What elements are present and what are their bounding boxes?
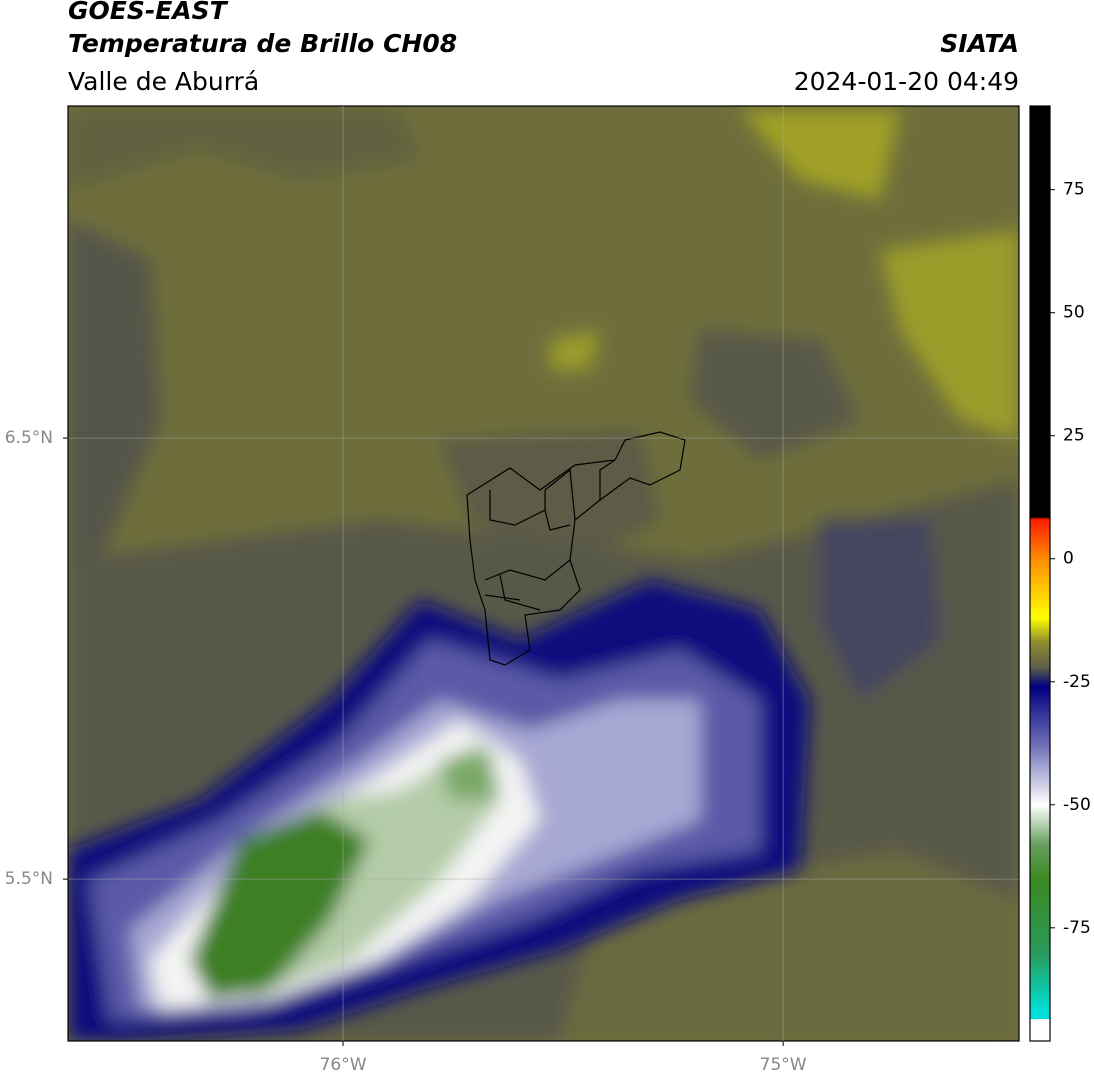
colorbar-tick-label: 25 [1063, 426, 1085, 446]
colorbar-tick-label: -75 [1063, 918, 1091, 938]
subtitle: Temperatura de Brillo CH08 [68, 29, 457, 58]
datetime: 2024-01-20 04:49 [794, 67, 1019, 96]
satellite-image [68, 106, 1019, 1041]
x-tick-label: 75°W [760, 1055, 807, 1075]
map-frame [67, 105, 1020, 1042]
title: GOES-EAST [68, 0, 229, 25]
x-tick-label: 76°W [320, 1055, 367, 1075]
colorbar [1029, 105, 1051, 1042]
y-tick-label: 6.5°N [5, 428, 53, 448]
region: Valle de Aburrá [68, 67, 259, 96]
colorbar-tick-label: 0 [1063, 549, 1074, 569]
colorbar-tick-label: 50 [1063, 303, 1085, 323]
basin-outline [466, 431, 686, 666]
colorbar-tick-label: -50 [1063, 795, 1091, 815]
y-tick-label: 5.5°N [5, 869, 53, 889]
colorbar-tick-label: -25 [1063, 672, 1091, 692]
colorbar-tick-label: 75 [1063, 180, 1085, 200]
source: SIATA [940, 29, 1019, 58]
